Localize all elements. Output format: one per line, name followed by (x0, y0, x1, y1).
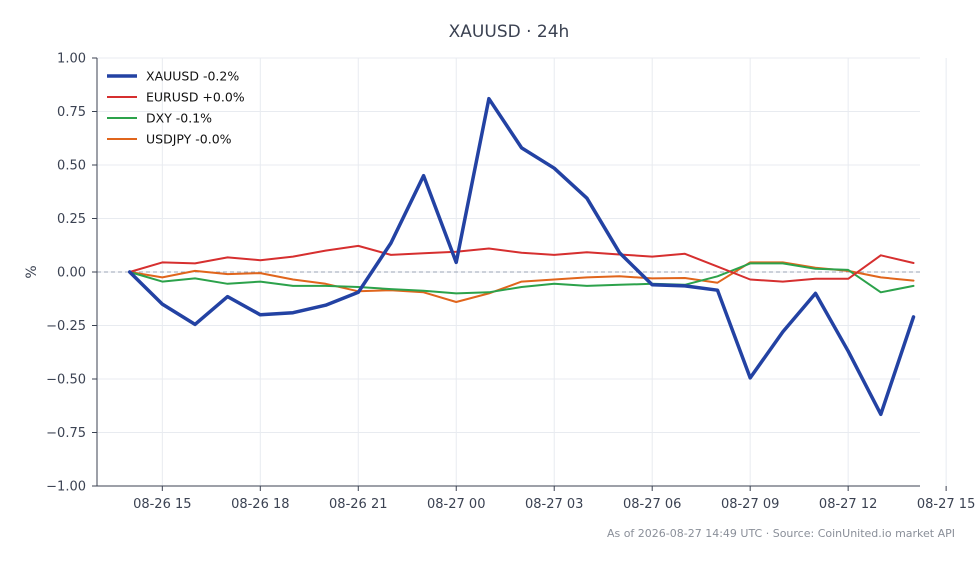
chart-title: XAUUSD · 24h (449, 22, 570, 42)
series-layer (127, 96, 916, 417)
legend-label-xauusd: XAUUSD -0.2% (146, 69, 239, 84)
x-tick-label: 08-27 09 (721, 497, 779, 512)
y-tick-label: 0.25 (57, 212, 86, 227)
y-tick-label: 0.75 (57, 105, 86, 120)
y-ticks: 1.00 0.75 0.50 0.25 0.00 −0.25 −0.50 −0.75 −1.00 (46, 52, 97, 495)
y-tick-label: −0.25 (46, 319, 86, 334)
y-tick-label: 0.50 (57, 159, 86, 174)
y-tick-label: 1.00 (57, 52, 86, 67)
x-tick-label: 08-27 00 (427, 497, 485, 512)
y-tick-label: −0.75 (46, 426, 86, 441)
x-tick-label: 08-26 18 (231, 497, 289, 512)
legend-label-dxy: DXY -0.1% (146, 111, 212, 126)
legend-label-usdjpy: USDJPY -0.0% (146, 132, 232, 147)
legend-label-eurusd: EURUSD +0.0% (146, 90, 245, 105)
series-line-dxy (128, 262, 915, 295)
y-axis-label: % (24, 265, 40, 278)
x-tick-label: 08-27 06 (623, 497, 681, 512)
source-footer: As of 2026-08-27 14:49 UTC · Source: Coi… (607, 527, 955, 540)
x-tick-label: 08-27 12 (819, 497, 877, 512)
y-tick-label: −1.00 (46, 480, 86, 495)
series-line-xauusd (127, 96, 916, 417)
x-tick-label: 08-27 15 (917, 497, 975, 512)
y-tick-label: 0.00 (57, 266, 86, 281)
x-tick-label: 08-27 03 (525, 497, 583, 512)
x-ticks: 08-26 15 08-26 18 08-26 21 08-27 00 08-27 03… (133, 486, 975, 512)
x-tick-label: 08-26 15 (133, 497, 191, 512)
y-tick-label: −0.50 (46, 373, 86, 388)
legend: XAUUSD -0.2% EURUSD +0.0% DXY -0.1% USDJPY … (107, 69, 245, 147)
x-tick-label: 08-26 21 (329, 497, 387, 512)
series-line-eurusd (128, 244, 915, 283)
